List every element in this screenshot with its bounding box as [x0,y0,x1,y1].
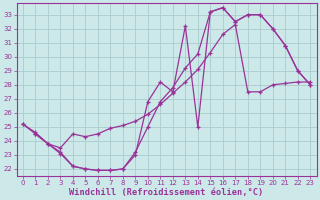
X-axis label: Windchill (Refroidissement éolien,°C): Windchill (Refroidissement éolien,°C) [69,188,264,197]
